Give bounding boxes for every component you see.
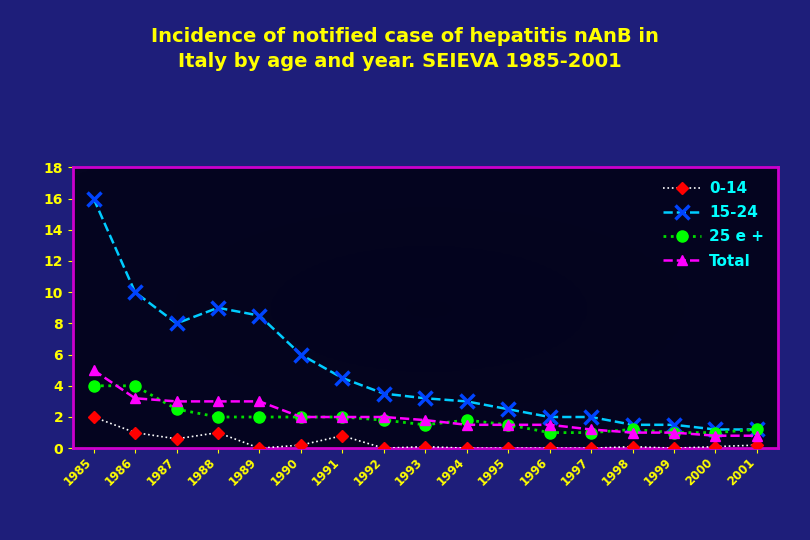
Legend: 0-14, 15-24, 25 e +, Total: 0-14, 15-24, 25 e +, Total	[657, 175, 770, 275]
Text: Incidence of notified case of hepatitis nAnB in
    Italy by age and year. SEIEV: Incidence of notified case of hepatitis …	[151, 27, 659, 71]
